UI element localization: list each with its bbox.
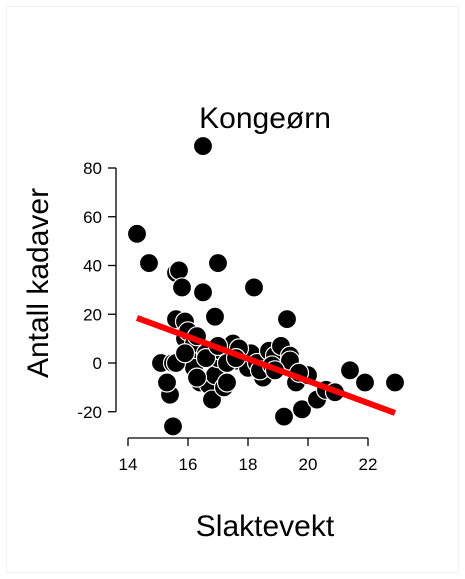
data-point [354, 372, 376, 393]
data-point [339, 360, 361, 381]
fit-line-group [135, 315, 397, 416]
data-point [273, 406, 295, 427]
y-tick-label: 60 [83, 208, 102, 227]
data-point [243, 277, 265, 298]
x-tick-label: 16 [179, 455, 198, 474]
x-tick-label: 20 [299, 455, 318, 474]
data-point [276, 309, 298, 330]
data-point [192, 282, 214, 303]
data-point [384, 372, 406, 393]
data-point [195, 348, 217, 369]
data-point [156, 372, 178, 393]
data-point [126, 223, 148, 244]
data-point [291, 399, 313, 420]
y-tick-label: 20 [83, 305, 102, 324]
y-tick-label: 40 [83, 257, 102, 276]
chart-title: Kongeørn [199, 102, 331, 135]
data-point [174, 343, 196, 364]
data-point [216, 372, 238, 393]
x-axis-title: Slaktevekt [196, 510, 335, 543]
y-axis-title: Antall kadaver [22, 188, 55, 378]
data-point [138, 252, 160, 274]
data-points [126, 135, 406, 437]
data-point [168, 260, 190, 281]
data-point [204, 306, 226, 327]
x-tick-label: 18 [239, 455, 258, 474]
data-point [207, 252, 229, 274]
y-axis: -20 0 20 40 60 80 [77, 159, 117, 422]
data-point [162, 416, 184, 437]
y-tick-label: -20 [77, 403, 102, 422]
regression-line [135, 315, 397, 416]
x-tick-label: 14 [119, 455, 138, 474]
data-point [186, 367, 208, 388]
x-axis: 14 16 18 20 22 [119, 437, 378, 474]
plot-frame [6, 6, 459, 573]
y-tick-label: 80 [83, 159, 102, 178]
x-tick-label: 22 [359, 455, 378, 474]
y-tick-label: 0 [93, 354, 102, 373]
data-point [171, 277, 193, 298]
data-point [192, 135, 214, 157]
data-point [201, 389, 223, 410]
